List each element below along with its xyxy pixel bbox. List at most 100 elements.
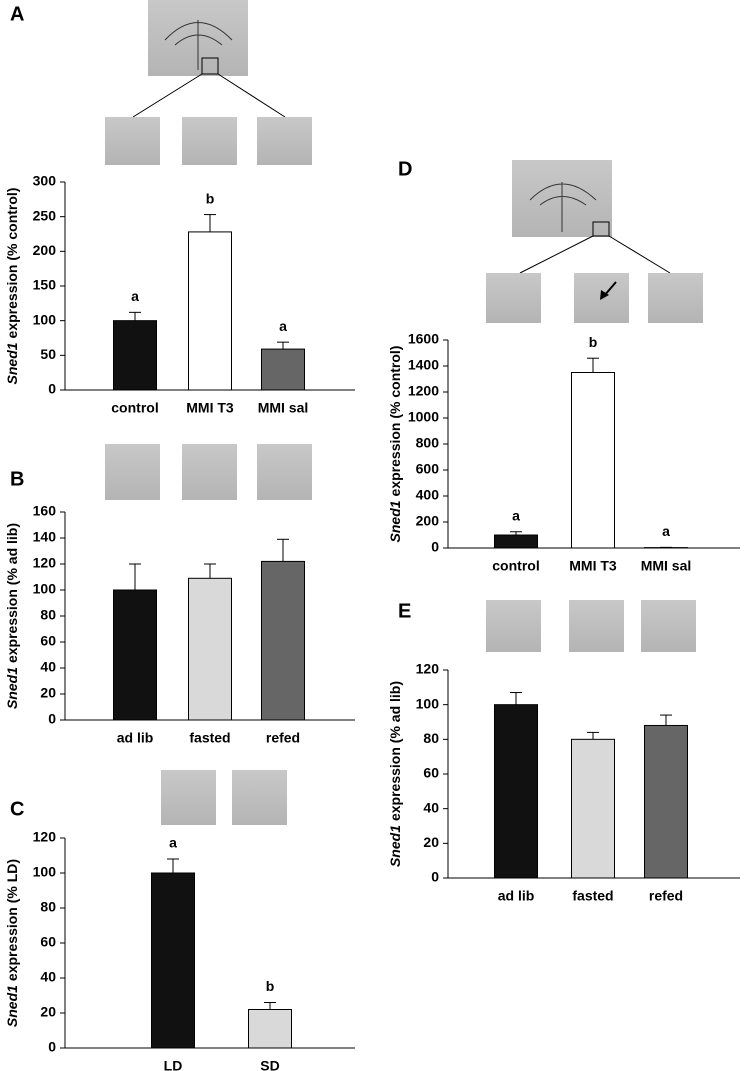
y-axis-label-text: expression (% LD) (4, 859, 20, 981)
x-tick-label: fasted (572, 888, 613, 904)
y-tick-label: 20 (423, 834, 439, 850)
x-tick-label: LD (164, 1058, 183, 1071)
brain-outline (529, 182, 597, 232)
micrograph (105, 117, 160, 165)
y-tick-label: 0 (48, 711, 56, 727)
panel-label: B (10, 468, 24, 490)
y-tick-label: 80 (423, 730, 439, 746)
significance-letter: b (266, 978, 275, 994)
y-tick-label: 0 (431, 869, 439, 885)
significance-letter: b (589, 334, 598, 350)
y-axis-label-text: expression (% control) (4, 188, 20, 339)
y-axis-label: Sned1 expression (% LD) (4, 859, 20, 1027)
x-tick-label: MMI sal (258, 400, 309, 416)
x-tick-label: ad lib (117, 730, 154, 746)
y-tick-label: 150 (33, 277, 57, 293)
y-tick-label: 120 (33, 829, 57, 845)
y-tick-label: 20 (40, 685, 56, 701)
bar (494, 534, 538, 549)
inset-line (132, 73, 286, 118)
bar (494, 704, 538, 879)
x-tick-label: control (111, 400, 158, 416)
x-tick-label: refed (266, 730, 300, 746)
significance-letter: a (662, 523, 670, 539)
y-tick-label: 40 (40, 659, 56, 675)
y-axis-label: Sned1 expression (% control) (4, 188, 20, 385)
y-tick-label: 200 (33, 242, 57, 258)
y-tick-label: 100 (33, 581, 57, 597)
panel-label: D (398, 158, 412, 180)
y-axis-label-text: expression (% ad lib) (4, 523, 20, 663)
y-axis-label-text: expression (% ad lib) (387, 681, 403, 821)
y-tick-label: 0 (48, 381, 56, 397)
bar (113, 589, 157, 721)
bar (261, 348, 305, 391)
y-tick-label: 1600 (408, 331, 439, 347)
significance-letter: a (131, 288, 139, 304)
x-tick-label: MMI T3 (186, 400, 234, 416)
x-tick-label: ad lib (498, 888, 535, 904)
bar (188, 577, 232, 721)
bar (261, 560, 305, 721)
x-tick-label: MMI sal (641, 558, 692, 574)
y-tick-label: 1200 (408, 383, 439, 399)
y-tick-label: 400 (416, 487, 440, 503)
y-tick-label: 800 (416, 435, 440, 451)
y-tick-label: 160 (33, 503, 57, 519)
bar (571, 372, 615, 549)
y-tick-label: 250 (33, 207, 57, 223)
bar (248, 1009, 292, 1049)
y-tick-label: 140 (33, 529, 57, 545)
brain-outline (164, 20, 233, 70)
micrograph (569, 600, 624, 652)
x-tick-label: refed (649, 888, 683, 904)
micrograph (182, 444, 237, 500)
micrograph (257, 444, 312, 500)
inset-line (519, 235, 671, 274)
x-tick-label: control (492, 558, 539, 574)
y-tick-label: 100 (33, 311, 57, 327)
y-tick-label: 120 (416, 661, 440, 677)
y-tick-label: 200 (416, 513, 440, 529)
y-tick-label: 20 (40, 1004, 56, 1020)
bar (151, 872, 195, 1049)
significance-letter: a (169, 835, 177, 851)
y-axis-label-gene: Sned1 (4, 342, 20, 384)
micrograph (105, 444, 160, 500)
significance-letter: b (206, 190, 215, 206)
y-axis-label-gene: Sned1 (4, 667, 20, 709)
y-axis-label: Sned1 expression (% ad lib) (4, 523, 20, 709)
micrograph (641, 600, 696, 652)
y-axis-label: Sned1 expression (% ad lib) (387, 681, 403, 867)
micrograph (257, 117, 312, 165)
y-tick-label: 1000 (408, 409, 439, 425)
inset-box (201, 57, 219, 75)
y-tick-label: 60 (40, 934, 56, 950)
micrograph (486, 273, 541, 323)
y-tick-label: 40 (423, 799, 439, 815)
y-tick-label: 300 (33, 173, 57, 189)
arrow-head (600, 290, 609, 300)
panel-label: C (10, 798, 24, 820)
y-tick-label: 0 (48, 1039, 56, 1055)
y-tick-label: 60 (423, 765, 439, 781)
y-tick-label: 50 (40, 346, 56, 362)
y-tick-label: 80 (40, 899, 56, 915)
y-axis-label: Sned1 expression (% control) (387, 346, 403, 543)
y-axis-label-gene: Sned1 (387, 500, 403, 542)
bar (113, 320, 157, 391)
y-tick-label: 100 (33, 864, 57, 880)
micrograph (648, 273, 703, 323)
x-tick-label: MMI T3 (569, 558, 617, 574)
y-tick-label: 80 (40, 607, 56, 623)
micrograph (232, 770, 287, 825)
panel-label: E (398, 600, 411, 622)
y-axis-label-gene: Sned1 (4, 985, 20, 1027)
bar (644, 724, 688, 879)
y-tick-label: 60 (40, 633, 56, 649)
significance-letter: a (279, 318, 287, 334)
x-tick-label: SD (260, 1058, 279, 1071)
y-tick-label: 0 (431, 539, 439, 555)
micrograph (486, 600, 541, 652)
significance-letter: a (512, 507, 520, 523)
